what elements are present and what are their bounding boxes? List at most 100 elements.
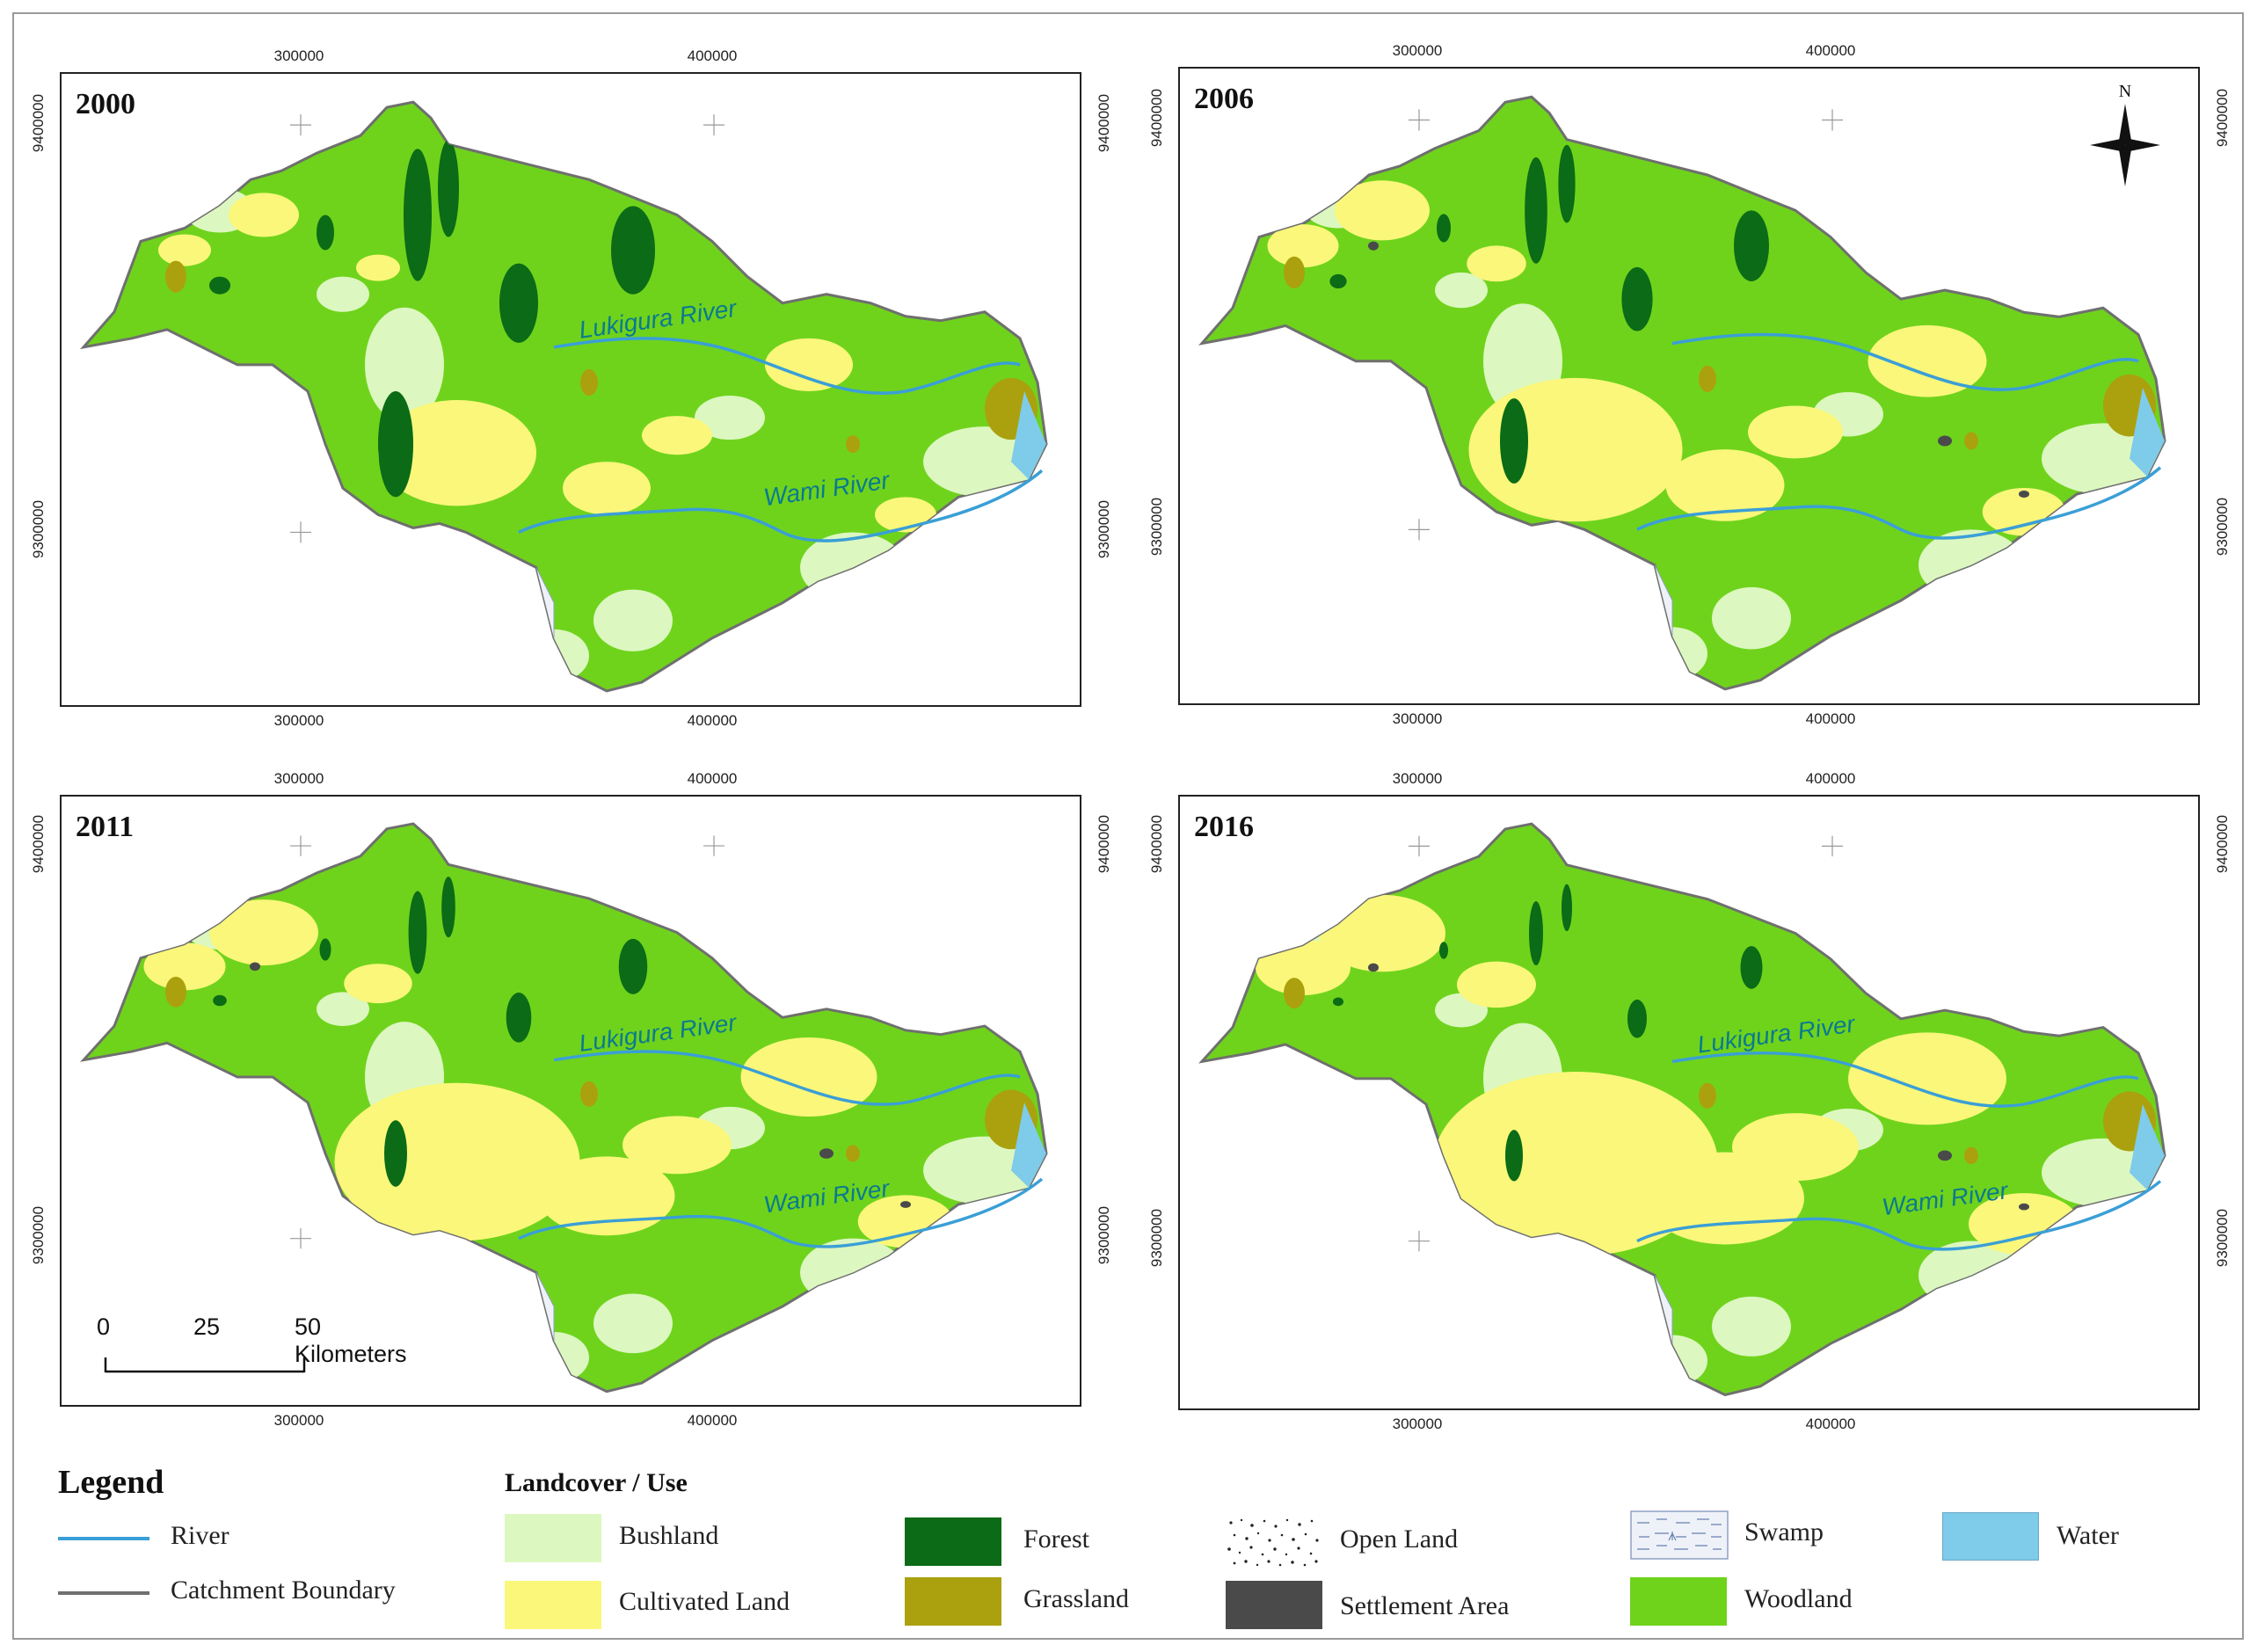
forest-patch	[1558, 144, 1576, 223]
map-year-label: 2006	[1194, 83, 1254, 115]
north-label: N	[2119, 82, 2131, 101]
forest-patch	[404, 149, 432, 281]
settlement-patch	[1368, 241, 1379, 251]
settlement-patch	[2019, 1203, 2029, 1211]
cultivated-land-patch	[1848, 1032, 2006, 1125]
grassland-patch	[1964, 1146, 1978, 1165]
map-frame-2016: Lukigura River Wami River 2016	[1178, 795, 2200, 1410]
north-arrow-icon: N	[2090, 82, 2160, 186]
easting-tick-top: 300000	[1392, 770, 1443, 787]
cultivated-land-patch	[1256, 939, 1351, 995]
easting-tick-bottom: 300000	[273, 712, 324, 729]
northing-tick-right: 9400000	[2214, 88, 2231, 148]
graticule-cross	[290, 835, 311, 856]
easting-tick-top: 400000	[1805, 770, 1856, 787]
map-year-label: 2016	[1194, 811, 1254, 843]
settlement-area-swatch	[1226, 1581, 1322, 1629]
grassland-patch	[580, 1081, 598, 1107]
land-cover-map-2006	[1198, 95, 2166, 691]
lukigura-river-line	[553, 337, 1021, 396]
cultivated-land-patch	[1433, 1072, 1718, 1257]
open-land-swatch	[1227, 1518, 1319, 1567]
scale-bar-label: 25	[193, 1314, 221, 1340]
forest-patch	[1505, 1130, 1523, 1182]
cultivated-land-patch	[765, 338, 853, 391]
grassland-patch	[846, 1145, 860, 1162]
easting-tick-bottom: 400000	[687, 1412, 738, 1429]
graticule-cross	[703, 835, 724, 856]
easting-tick-top: 400000	[1805, 42, 1856, 59]
legend-catchment-label: Catchment Boundary	[171, 1576, 396, 1605]
map-frame-2000: Lukigura River Wami River 2000	[60, 72, 1081, 707]
bushland-patch	[365, 307, 444, 423]
catchment-woodland	[80, 100, 1048, 693]
grassland-patch	[165, 976, 186, 1008]
forest-patch	[506, 993, 532, 1043]
lukigura-river-line	[1671, 332, 2139, 392]
forest-patch	[213, 994, 227, 1007]
legend-woodland-label: Woodland	[1744, 1584, 1853, 1613]
legend-title: Legend	[58, 1464, 164, 1501]
grassland-patch	[165, 260, 186, 293]
bushland-patch	[1435, 272, 1488, 309]
easting-tick-bottom: 300000	[273, 1412, 324, 1429]
forest-swatch	[905, 1517, 1001, 1566]
graticule-cross	[1409, 835, 1430, 857]
easting-tick-bottom: 300000	[1392, 710, 1443, 727]
bushland-patch	[1918, 529, 2024, 600]
cultivated-land-patch	[209, 899, 318, 966]
northing-tick-left: 9400000	[1148, 88, 1165, 148]
swamp-swatch	[1630, 1510, 1729, 1560]
forest-patch	[1627, 999, 1647, 1038]
forest-patch	[408, 891, 427, 974]
forest-patch	[1734, 210, 1769, 281]
settlement-patch	[900, 1201, 911, 1208]
grassland-patch	[1284, 978, 1305, 1009]
cultivated-land-patch	[642, 416, 712, 455]
bushland-patch	[800, 532, 906, 603]
catchment-line-sample	[58, 1591, 149, 1595]
cultivated-land-patch	[356, 254, 400, 281]
wami-river-line	[518, 1177, 1044, 1248]
forest-patch	[611, 206, 655, 295]
forest-patch	[499, 263, 538, 343]
settlement-patch	[1938, 435, 1952, 447]
cultivated-land-patch	[1335, 180, 1430, 241]
cultivated-land-patch	[538, 1156, 675, 1236]
coastal-water	[2130, 388, 2165, 477]
northing-tick-right: 9400000	[1096, 93, 1112, 152]
bushland-patch	[1712, 586, 1791, 650]
bushland-patch	[695, 396, 765, 440]
northing-tick-right: 9300000	[1096, 499, 1112, 558]
cultivated-land-swatch	[505, 1581, 601, 1629]
coastal-water	[2130, 1104, 2165, 1190]
legend-cultivated-land-label: Cultivated Land	[619, 1587, 790, 1616]
figure-frame	[12, 12, 2244, 1640]
cultivated-land-patch	[378, 400, 536, 506]
forest-patch	[1437, 214, 1451, 243]
legend-swamp-label: Swamp	[1744, 1517, 1824, 1546]
map-year-label: 2000	[76, 88, 135, 120]
river-line-sample	[58, 1537, 149, 1540]
easting-tick-bottom: 400000	[1805, 1415, 1856, 1432]
forest-patch	[1740, 946, 1763, 989]
easting-tick-bottom: 400000	[687, 712, 738, 729]
grassland-patch	[1699, 365, 1716, 393]
scale-bar-label: 50 Kilometers	[295, 1314, 407, 1367]
coastal-water	[1011, 391, 1046, 480]
easting-tick-top: 300000	[273, 47, 324, 64]
settlement-patch	[2019, 490, 2029, 499]
map-frame-2006: 2006	[1178, 67, 2200, 705]
easting-tick-top: 400000	[687, 47, 738, 64]
cultivated-land-patch	[740, 1037, 877, 1117]
cultivated-land-patch	[1467, 245, 1526, 282]
lukigura-river-line	[553, 1050, 1021, 1106]
northing-tick-right: 9400000	[2214, 814, 2231, 874]
bushland-patch	[1712, 1296, 1791, 1357]
northing-tick-right: 9300000	[2214, 1208, 2231, 1268]
legend-subtitle: Landcover / Use	[505, 1468, 688, 1497]
catchment-woodland	[80, 822, 1048, 1394]
grassland-patch	[580, 368, 598, 397]
legend-bushland-label: Bushland	[619, 1521, 719, 1550]
